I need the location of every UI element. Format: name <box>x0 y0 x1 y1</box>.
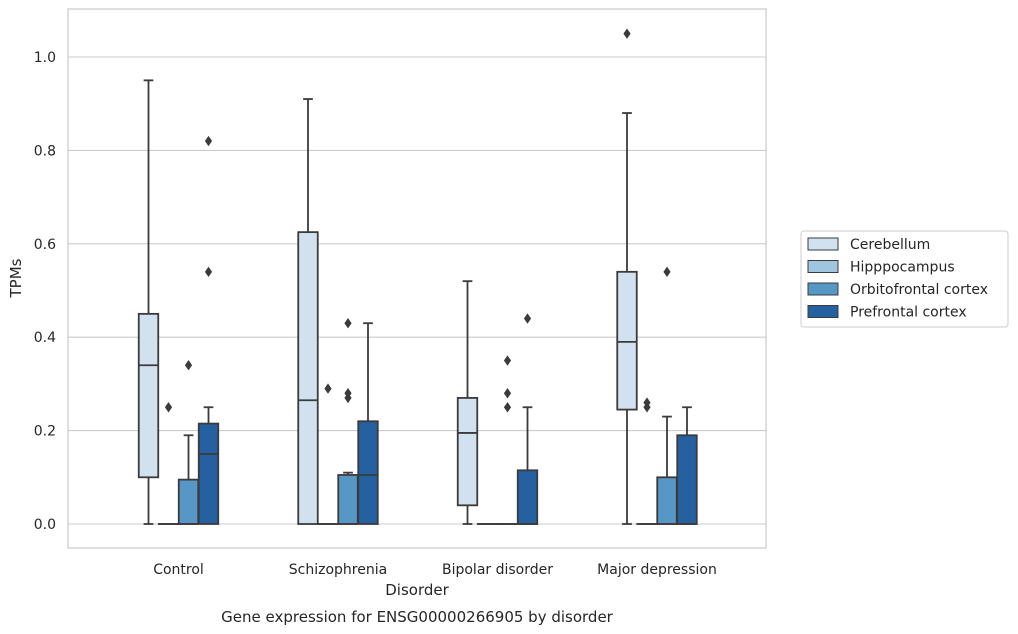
y-tick-label: 0.0 <box>34 517 56 533</box>
box-cerebellum-major-depression <box>616 28 638 525</box>
box-body <box>656 476 678 525</box>
outlier-point <box>643 397 651 408</box>
box-body <box>357 420 379 525</box>
outlier-point <box>344 388 352 399</box>
x-tick-label-bipolar-disorder: Bipolar disorder <box>442 562 553 578</box>
box-orbitofrontal-cortex-bipolar-disorder <box>496 355 519 525</box>
outlier-point <box>344 317 352 329</box>
box-body <box>676 434 698 525</box>
box-body <box>137 312 160 479</box>
outlier-point <box>663 266 671 278</box>
legend-label: Prefrontal cortex <box>850 305 967 321</box>
outlier-point <box>623 28 631 39</box>
legend-item-orbitofrontal-cortex: Orbitofrontal cortex <box>807 282 988 298</box>
series-cerebellum <box>137 28 638 525</box>
box-prefrontal-cortex-schizophrenia <box>357 322 379 525</box>
x-axis-label: Disorder <box>385 581 449 599</box>
box-hipppocampus-major-depression <box>636 397 658 525</box>
y-tick-label: 0.4 <box>34 330 56 346</box>
outlier-point <box>204 266 213 278</box>
outlier-point <box>503 388 512 399</box>
box-orbitofrontal-cortex-control <box>177 360 200 525</box>
box-hipppocampus-schizophrenia <box>317 383 339 525</box>
legend-swatch <box>807 282 839 296</box>
legend-item-hipppocampus: Hipppocampus <box>807 260 955 276</box>
outlier-point <box>503 355 512 366</box>
series-prefrontal-cortex <box>197 135 698 525</box>
x-tick-labels: Control Schizophrenia Bipolar disorder Majo… <box>153 562 717 578</box>
box-body <box>337 474 359 525</box>
legend-label: Hipppocampus <box>850 260 955 276</box>
box-body <box>197 422 220 525</box>
outlier-point <box>164 402 173 413</box>
box-cerebellum-bipolar-disorder <box>456 280 479 525</box>
legend-swatch <box>807 237 839 251</box>
box-body <box>177 478 200 525</box>
box-body <box>297 231 319 525</box>
legend-label: Orbitofrontal cortex <box>850 282 988 298</box>
chart-caption: Gene expression for ENSG00000266905 by d… <box>221 608 614 626</box>
outlier-point <box>204 135 213 147</box>
outlier-point <box>503 402 512 413</box>
box-cerebellum-control <box>137 79 160 525</box>
legend-swatch <box>807 260 839 273</box>
plot-frame <box>67 8 767 549</box>
outlier-point <box>184 360 193 371</box>
grid-lines <box>68 56 766 525</box>
box-prefrontal-cortex-control <box>197 135 220 525</box>
box-orbitofrontal-cortex-major-depression <box>656 266 678 525</box>
box-orbitofrontal-cortex-schizophrenia <box>337 317 359 525</box>
box-layer <box>137 28 698 525</box>
x-tick-label-major-depression: Major depression <box>597 562 717 578</box>
box-body <box>616 270 638 411</box>
y-tick-labels: 0.0 0.2 0.4 0.6 0.8 1.0 <box>34 50 56 533</box>
legend-swatch <box>807 305 839 318</box>
box-cerebellum-schizophrenia <box>297 98 319 525</box>
y-tick-label: 0.6 <box>34 237 56 253</box>
box-body <box>516 469 539 525</box>
y-tick-label: 1.0 <box>34 50 56 66</box>
outlier-point <box>523 313 532 324</box>
legend: Cerebellum Hipppocampus Orbitofrontal cort… <box>800 230 1009 328</box>
legend-label: Cerebellum <box>850 237 930 253</box>
legend-items: Cerebellum Hipppocampus Orbitofrontal cort… <box>807 237 988 321</box>
legend-item-prefrontal-cortex: Prefrontal cortex <box>807 305 967 321</box>
box-prefrontal-cortex-bipolar-disorder <box>516 313 539 525</box>
box-body <box>456 397 479 507</box>
y-tick-label: 0.2 <box>34 424 56 440</box>
y-tick-label: 0.8 <box>34 143 56 159</box>
y-axis-label: TPMs <box>7 258 25 298</box>
outlier-point <box>324 383 332 394</box>
x-tick-label-control: Control <box>153 562 204 578</box>
series-hipppocampus <box>157 383 658 525</box>
box-hipppocampus-control <box>157 402 180 525</box>
legend-item-cerebellum: Cerebellum <box>807 237 930 253</box>
x-tick-label-schizophrenia: Schizophrenia <box>289 562 387 578</box>
series-orbitofrontal-cortex <box>177 266 678 525</box>
legend-frame <box>800 230 1009 328</box>
box-prefrontal-cortex-major-depression <box>676 406 698 525</box>
